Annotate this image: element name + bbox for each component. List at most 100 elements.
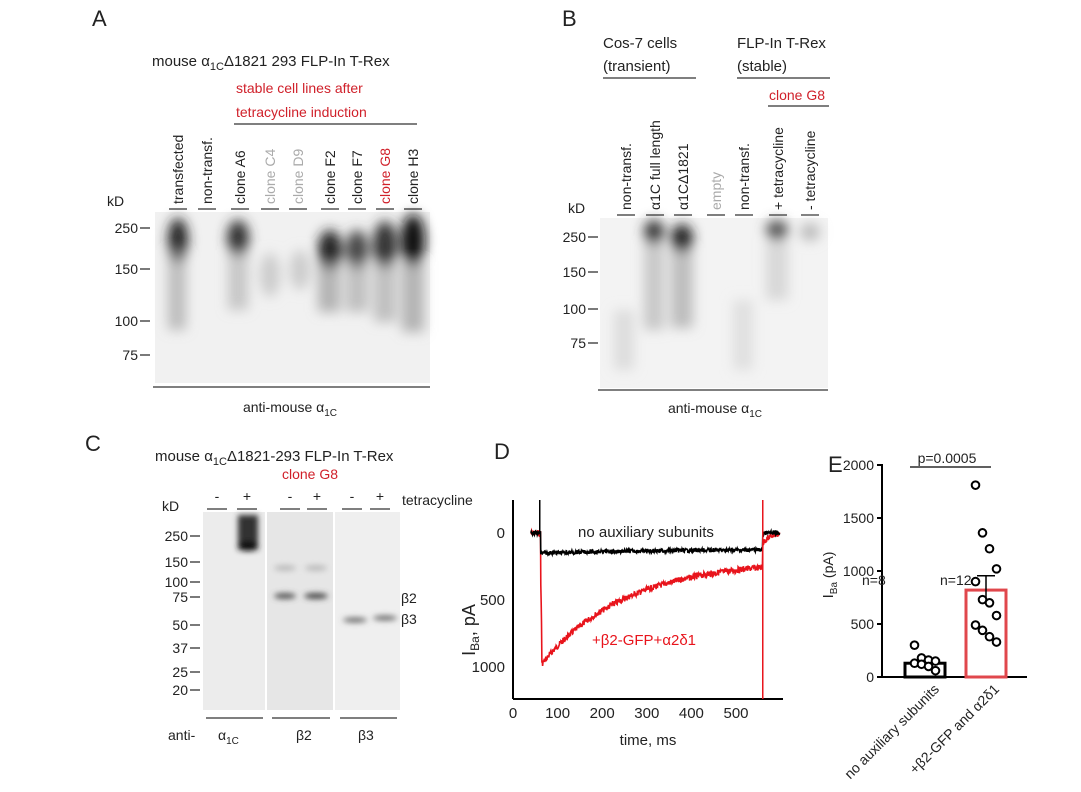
group2-line1: FLP-In T-Rex (737, 35, 826, 52)
kd-label: kD (107, 193, 124, 209)
panel-b-caption: anti-mouse α1C (668, 400, 762, 420)
data-point (930, 665, 941, 676)
x-tick-label: 100 (545, 705, 570, 722)
anti-label: anti- (168, 727, 196, 743)
treatment-sign: + (313, 488, 321, 504)
marker-label: 100 (115, 313, 139, 329)
panel-label-a: A (92, 6, 107, 31)
lane-label: - tetracycline (802, 130, 818, 210)
x-tick-label: 300 (634, 705, 659, 722)
marker-label: 25 (172, 664, 188, 680)
panel-label-d: D (494, 439, 510, 464)
marker-label: 150 (563, 264, 587, 280)
markers-a: 250 150 100 75 (115, 220, 150, 363)
marker-label: 100 (165, 574, 189, 590)
data-point (984, 598, 995, 608)
series-label-beta2-alpha2delta1: +β2-GFP+α2δ1 (592, 632, 696, 649)
treatment-sign: + (376, 488, 384, 504)
marker-label: 250 (115, 220, 139, 236)
lane-label: non-transf. (199, 137, 215, 204)
n-label-group2: n=12 (940, 572, 972, 588)
panel-e: E 0 500 1000 1500 2000 p=0.0005 n=8 n=12 IBa… (820, 450, 1027, 782)
lane-label: clone F2 (322, 150, 338, 204)
panel-a-title: mouse α1CΔ1821 293 FLP-In T-Rex (152, 53, 390, 73)
lane-label: non-transf. (618, 143, 634, 210)
marker-label: 75 (122, 347, 138, 363)
tetracycline-label: tetracycline (402, 492, 473, 508)
current-amplitude-bar-chart: 0 500 1000 1500 2000 (843, 457, 1027, 685)
current-trace-chart: 0 100 200 300 400 500 0 500 1000 (472, 500, 783, 722)
data-point (984, 631, 995, 642)
lane-label: clone G8 (377, 148, 393, 204)
data-point (970, 576, 981, 587)
lane-label: empty (708, 172, 724, 210)
antibody-beta3: β3 (358, 727, 374, 743)
band-label-beta3: β3 (401, 611, 417, 627)
lane-label: clone D9 (290, 149, 306, 204)
treatment-sign: - (288, 488, 293, 504)
band-label-beta2: β2 (401, 590, 417, 606)
x-tick-label: 400 (679, 705, 704, 722)
series-trace (530, 527, 781, 666)
data-point (991, 564, 1002, 574)
kd-label: kD (568, 200, 585, 216)
marker-label: 100 (563, 301, 587, 317)
series-trace (530, 528, 781, 558)
data-point (984, 543, 995, 554)
y-tick-label: 0 (866, 669, 874, 685)
significance-label: p=0.0005 (918, 450, 977, 466)
western-blot-c (203, 512, 400, 710)
marker-label: 50 (172, 617, 188, 633)
marker-label: 20 (172, 682, 188, 698)
n-label-group1: n=8 (862, 572, 886, 588)
y-axis-title: IBa, pA (459, 604, 482, 656)
marker-label: 250 (563, 229, 587, 245)
data-point (991, 637, 1002, 647)
treatment-sign: + (243, 488, 251, 504)
panel-label-e: E (828, 452, 843, 477)
markers-b: 250 150 100 75 (563, 229, 598, 351)
data-point (977, 528, 988, 538)
data-point (930, 656, 941, 666)
data-point (970, 620, 981, 630)
panel-d: D 0 100 200 300 400 500 0 500 1000 no auxiliary … (459, 439, 783, 749)
panel-a: A mouse α1CΔ1821 293 FLP-In T-Rex stable… (92, 6, 430, 419)
marker-label: 75 (570, 335, 586, 351)
data-point (970, 480, 981, 490)
lane-label: non-transf. (736, 143, 752, 210)
lane-label: clone F7 (349, 150, 365, 204)
marker-label: 150 (165, 554, 189, 570)
series-label-no-auxiliary: no auxiliary subunits (578, 524, 714, 541)
lane-labels-a: transfected non-transf. clone A6 clone C4 cl… (169, 135, 422, 210)
group1-line2: (transient) (603, 58, 671, 75)
y-tick-label: 1500 (843, 510, 874, 526)
western-blot-a (155, 212, 430, 383)
y-axis-title: IBa (pA) (820, 552, 840, 599)
lane-label: clone C4 (262, 149, 278, 204)
lane-label: clone H3 (405, 149, 421, 204)
data-point (991, 610, 1002, 621)
kd-label: kD (162, 498, 179, 514)
panel-a-caption: anti-mouse α1C (243, 399, 337, 419)
antibody-beta2: β2 (296, 727, 312, 743)
y-tick-label: 1000 (843, 563, 874, 579)
data-point (923, 661, 934, 672)
lane-label: α1C full length (647, 120, 663, 210)
marker-label: 75 (172, 589, 188, 605)
lane-label: α1CΔ1821 (675, 143, 691, 210)
clone-g8-label: clone G8 (282, 466, 338, 482)
group1-line1: Cos-7 cells (603, 35, 677, 52)
clone-g8-label: clone G8 (769, 87, 825, 103)
group2-line2: (stable) (737, 58, 787, 75)
panel-c: C mouse α1CΔ1821-293 FLP-In T-Rex clone … (85, 431, 473, 747)
x-axis-title: time, ms (620, 732, 677, 749)
x-tick-label: 500 (723, 705, 748, 722)
lane-label: + tetracycline (770, 127, 786, 210)
marker-label: 250 (165, 528, 189, 544)
marker-label: 150 (115, 261, 139, 277)
panel-label-b: B (562, 6, 577, 31)
y-tick-label: 2000 (843, 457, 874, 473)
panel-a-red-line2: tetracycline induction (236, 104, 367, 120)
